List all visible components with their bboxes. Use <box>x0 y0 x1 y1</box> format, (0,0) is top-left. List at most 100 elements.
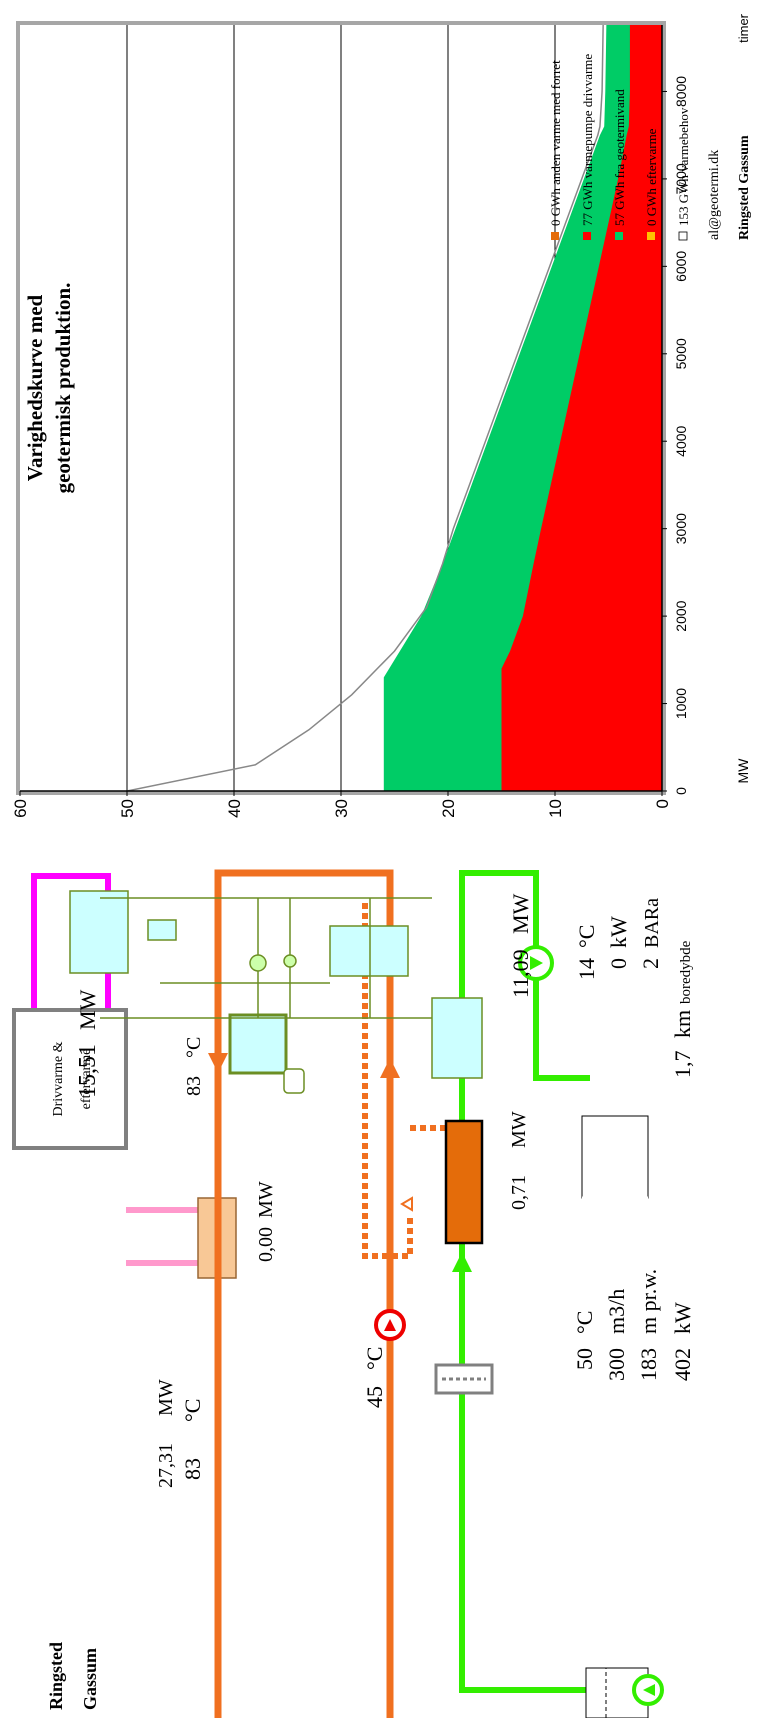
well-param-value-2: 183 <box>636 1348 661 1381</box>
reinj-param-value-2: 2 <box>638 958 663 969</box>
reinjection-pump-triangle-icon <box>530 956 543 970</box>
forward-arrow <box>208 1053 228 1073</box>
y-tick-label-3: 30 <box>332 799 351 818</box>
x-tick-label-8: 8000 <box>673 76 689 107</box>
chart-title-line1: Varighedskurve med <box>23 294 47 481</box>
x-tick-label-3: 3000 <box>673 513 689 544</box>
legend-label-1: 0 GWh eftervarme <box>644 128 659 226</box>
total-power-value: 27,31 <box>155 1443 177 1488</box>
aftervarme-power-unit: MW <box>255 1181 277 1218</box>
dotted-pump-icon <box>400 1196 413 1212</box>
drive-box-line1: Drivvarme & <box>51 1041 66 1116</box>
geo-flow-arrow <box>452 1252 472 1272</box>
hp-condenser-1 <box>228 1013 288 1075</box>
well-param-unit-2: m pr.w. <box>636 1269 661 1334</box>
geothermal-loop <box>459 870 648 1693</box>
reinj-param-unit-1: kW <box>606 916 631 948</box>
hx-power-unit: MW <box>508 1111 530 1148</box>
chart-legend: Ringsted Gassum al@geotermi.dk 153 GWh v… <box>548 54 752 241</box>
forward-temp-value: 83 <box>180 1458 205 1480</box>
depth-unit: km <box>670 1010 695 1038</box>
hx-power-value: 0,71 <box>508 1175 530 1210</box>
compressor-icon-1 <box>249 954 267 972</box>
schematic: Ringsted Gassum 27,31 MW 83 °C 45 °C Dri… <box>12 869 695 1718</box>
heat-exchanger <box>444 1119 484 1245</box>
depth-suffix: boredybde <box>678 940 694 1004</box>
legend-label-4: 0 GWh anden varme med forret <box>548 60 563 226</box>
x-tick-label-6: 6000 <box>673 251 689 282</box>
reinjection-params: 14 °C 0 kW 2 BARa <box>574 898 663 980</box>
drive-box-line2: eftervarme <box>79 1049 94 1110</box>
y-tick-label-4: 40 <box>225 799 244 818</box>
expansion-tank-icon <box>283 1068 305 1094</box>
legend-title: Ringsted Gassum <box>737 135 752 240</box>
legend-label-2: 57 GWh fra geotermivand <box>612 89 627 226</box>
legend-swatch-4 <box>551 232 559 240</box>
chart-title-line2: geotermisk produktion. <box>51 283 75 494</box>
reinj-param-unit-2: BARa <box>641 898 663 948</box>
drive-power-value: 15,51 <box>75 1044 101 1098</box>
depth-value: 1,7 <box>670 1051 695 1079</box>
x-tick-label-5: 5000 <box>673 338 689 369</box>
well-pump-triangle-icon <box>643 1684 655 1696</box>
legend-label-3: 77 GWh varmepumpe drivvarme <box>580 54 595 226</box>
return-temp-unit: °C <box>362 1347 387 1370</box>
duration-chart: 0 10 20 30 40 50 60 0 1000 2000 3000 4000 5000 6000 70… <box>11 13 752 818</box>
district-heating-pipes <box>214 869 394 1718</box>
reinj-param-value-1: 0 <box>606 958 631 969</box>
y-axis-label: MW <box>735 758 751 784</box>
injection-well <box>581 1115 649 1199</box>
well-param-unit-1: m3/h <box>604 1289 629 1334</box>
plant-name-line1: Ringsted <box>46 1642 66 1710</box>
y-tick-label-6: 60 <box>11 799 30 818</box>
compressor-icon-2 <box>283 954 297 968</box>
return-arrow <box>380 1058 400 1078</box>
hp-valve-box <box>147 919 177 941</box>
legend-swatch-0 <box>678 231 688 241</box>
well-params: 50 °C 300 m3/h 183 m pr.w. 402 kW <box>572 1269 695 1381</box>
pump-triangle-icon <box>384 1319 396 1331</box>
y-tick-label-5: 50 <box>118 799 137 818</box>
plant-name-line2: Gassum <box>80 1648 100 1710</box>
well-param-value-3: 402 <box>670 1348 695 1381</box>
y-tick-label-1: 10 <box>546 799 565 818</box>
hp-power-value: 11,09 <box>508 949 533 998</box>
well-param-unit-0: °C <box>572 1311 597 1334</box>
reinj-param-value-0: 14 <box>574 958 599 980</box>
drive-power-unit: MW <box>75 989 100 1030</box>
aftervarme-power-value: 0,00 <box>255 1227 277 1262</box>
x-tick-label-7: 7000 <box>673 163 689 194</box>
drive-heat-box <box>12 1008 128 1150</box>
legend-label-0: 153 GWh varmebehov <box>676 107 691 226</box>
hp-evaporator-1 <box>431 997 483 1079</box>
x-tick-label-1: 1000 <box>673 688 689 719</box>
hp-evaporator-2 <box>329 925 409 977</box>
x-tick-label-2: 2000 <box>673 600 689 631</box>
legend-email: al@geotermi.dk <box>707 150 722 240</box>
x-axis-label: timer <box>736 13 751 43</box>
hp-condenser-2 <box>69 890 129 974</box>
well-param-value-0: 50 <box>572 1348 597 1370</box>
well-param-unit-3: kW <box>670 1302 695 1334</box>
dotted-branch <box>362 903 413 1259</box>
heat-pump-assembly <box>69 890 483 1094</box>
legend-swatch-2 <box>615 232 623 240</box>
hp-power-unit: MW <box>508 893 533 934</box>
area-layer <box>126 24 662 792</box>
y-tick-label-0: 0 <box>653 799 672 808</box>
axis-layer: 0 10 20 30 40 50 60 0 1000 2000 3000 4000 5000 6000 70… <box>11 25 689 818</box>
well-param-value-1: 300 <box>604 1348 629 1381</box>
x-tick-label-0: 0 <box>673 787 689 795</box>
total-power-unit: MW <box>155 1379 177 1416</box>
legend-swatch-1 <box>647 232 655 240</box>
hp-outlet-temp-unit: °C <box>183 1037 205 1058</box>
x-tick-label-4: 4000 <box>673 425 689 456</box>
hp-outlet-temp-value: 83 <box>183 1076 205 1096</box>
series-area-varmepumpe <box>501 25 662 791</box>
return-temp-value: 45 <box>362 1386 387 1408</box>
legend-swatch-3 <box>583 232 591 240</box>
series-line-varmebehov <box>126 24 604 792</box>
y-tick-label-2: 20 <box>439 799 458 818</box>
